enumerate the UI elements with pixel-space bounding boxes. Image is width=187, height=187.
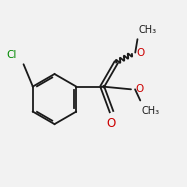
Text: Cl: Cl [7, 50, 17, 60]
Text: O: O [136, 48, 144, 58]
Text: O: O [135, 84, 143, 94]
Text: CH₃: CH₃ [138, 25, 157, 35]
Text: CH₃: CH₃ [141, 106, 159, 116]
Text: O: O [107, 117, 116, 130]
